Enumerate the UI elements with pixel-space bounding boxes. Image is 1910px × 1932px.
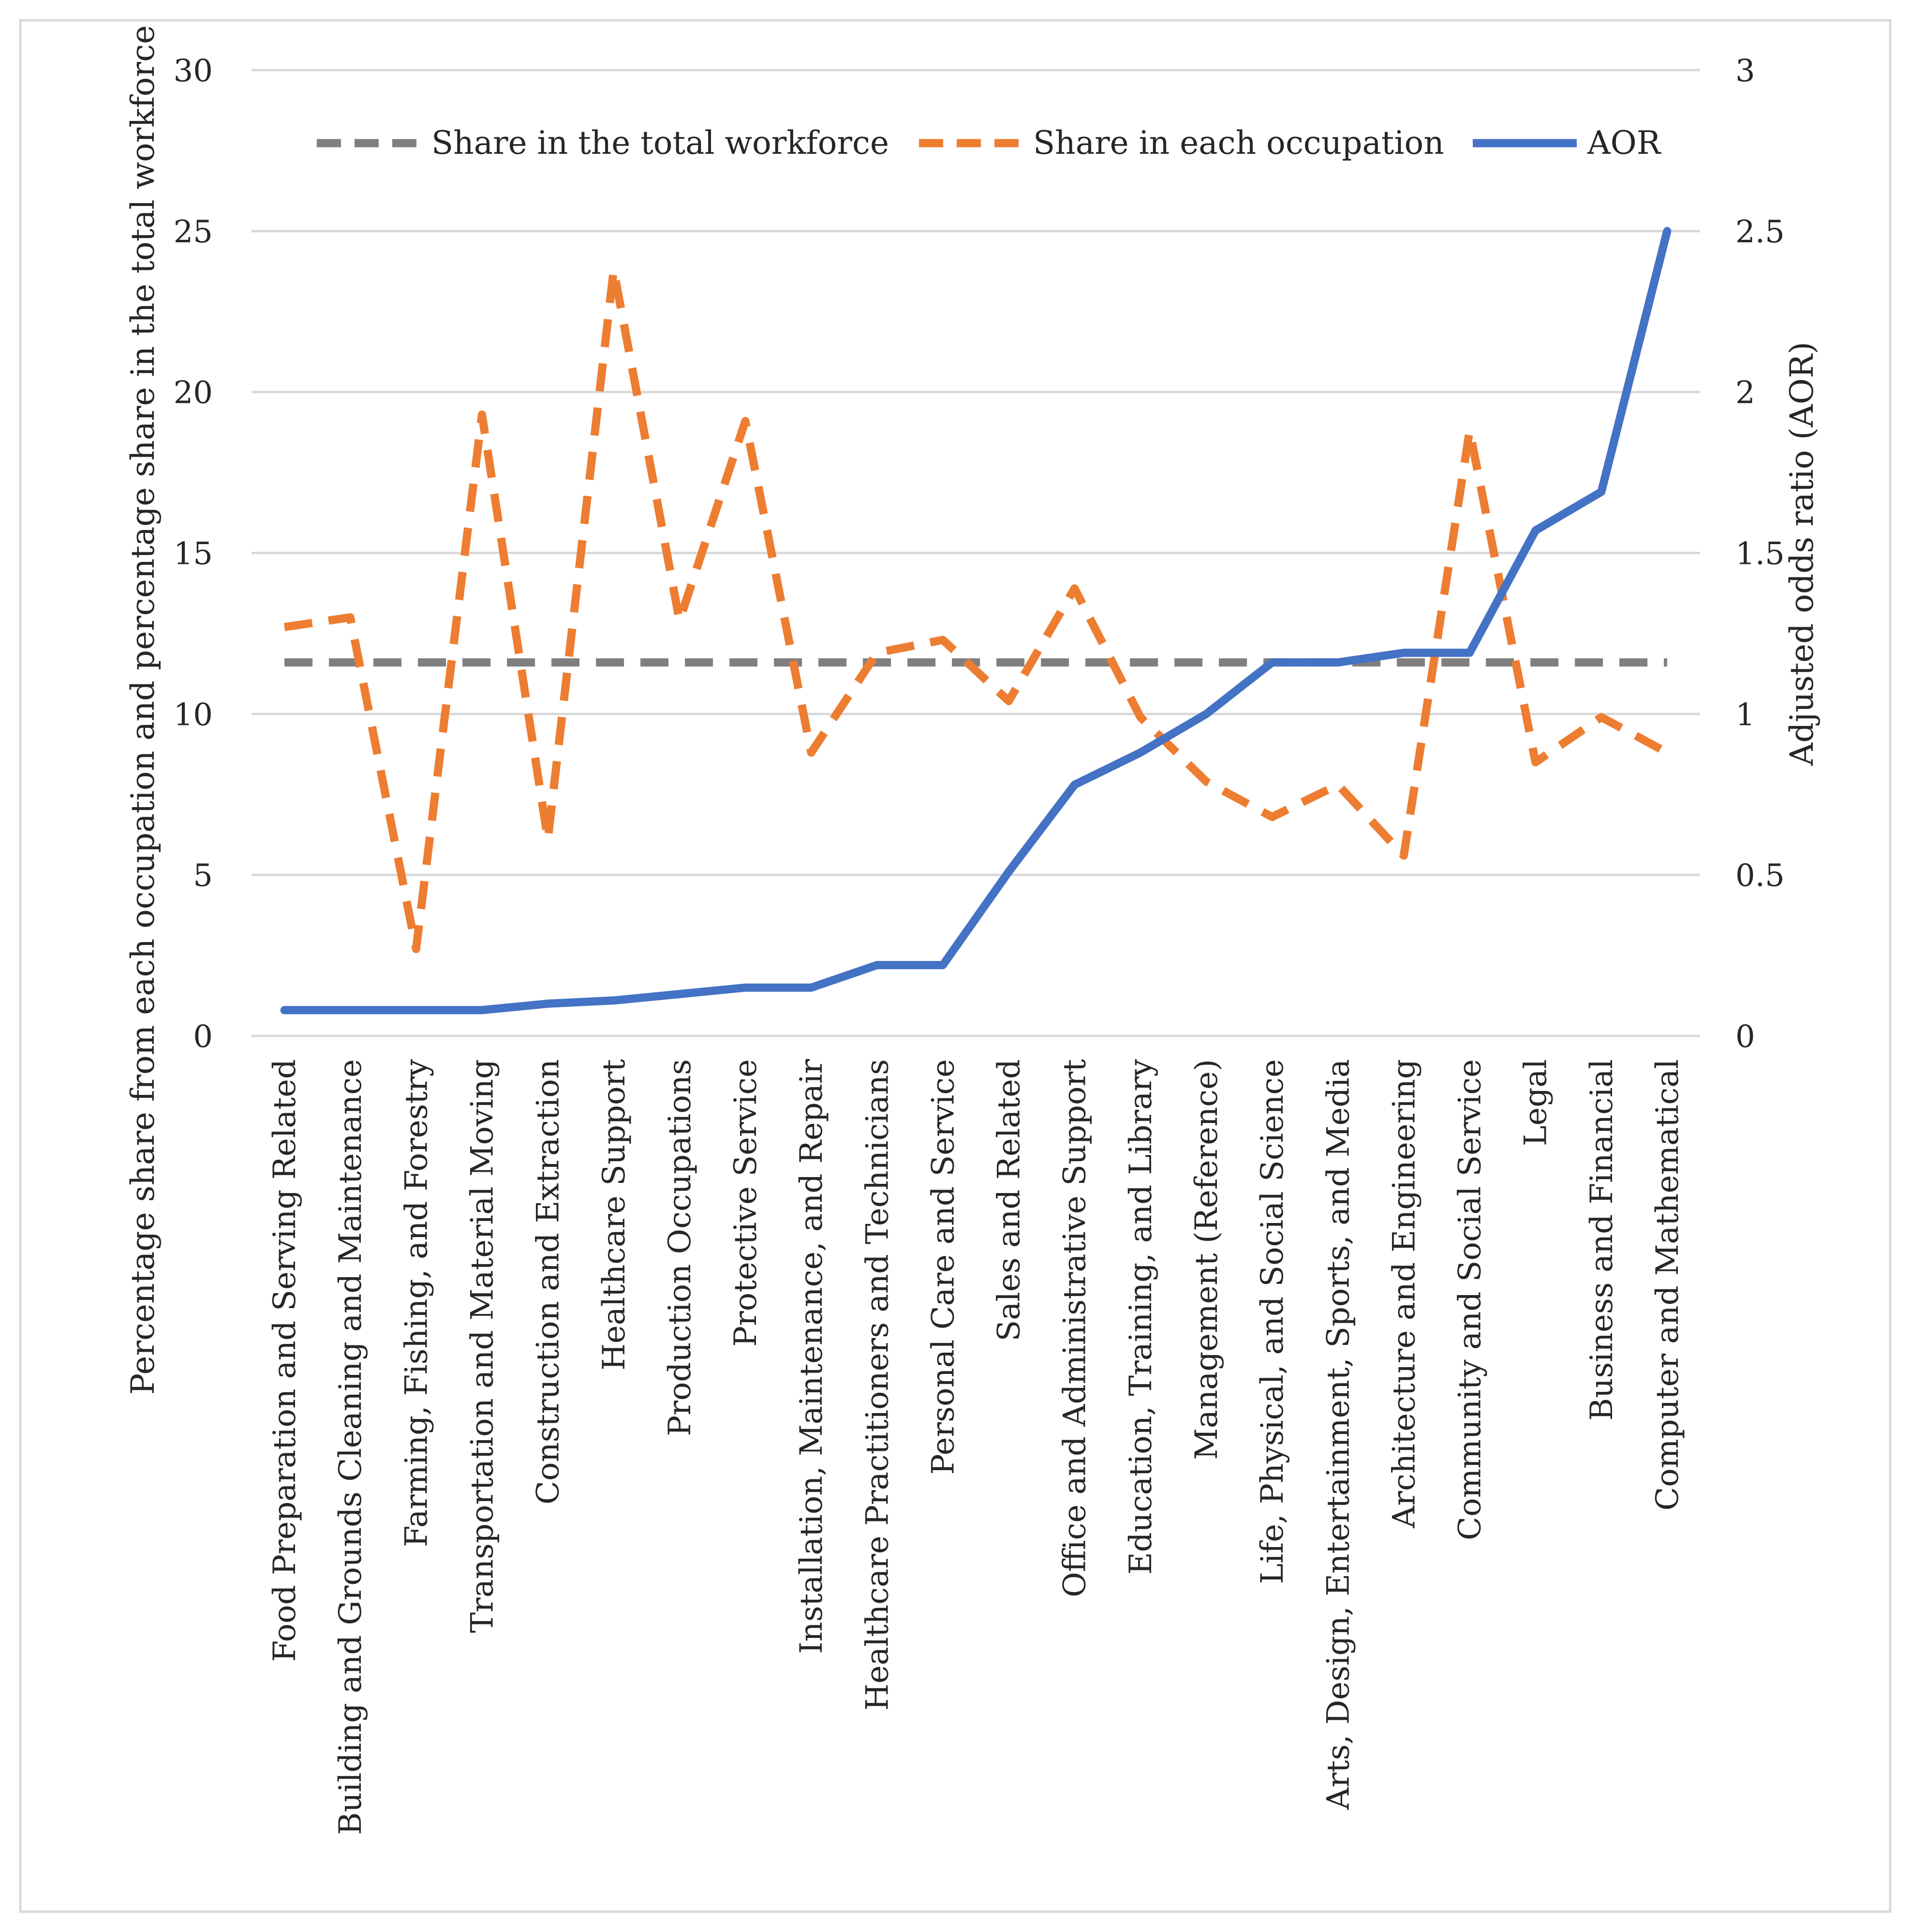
right-tick-label: 1.5 <box>1735 536 1785 572</box>
left-axis-ticks: 0 5 10 15 20 25 30 <box>174 53 213 1055</box>
category-label: Business and Financial <box>1584 1059 1620 1421</box>
series-line-share-in-each-occupation <box>283 265 1669 953</box>
category-label: Building and Grounds Cleaning and Mainte… <box>333 1059 369 1835</box>
category-label: Personal Care and Service <box>925 1059 961 1475</box>
category-label: Transportation and Material Moving <box>465 1059 501 1633</box>
category-label: Computer and Mathematical <box>1650 1059 1686 1511</box>
legend: Share in the total workforce Share in ea… <box>317 124 1662 162</box>
category-label: Architecture and Engineering <box>1386 1059 1422 1529</box>
right-tick-label: 2 <box>1735 375 1755 411</box>
category-label: Sales and Related <box>992 1059 1027 1341</box>
category-label: Legal <box>1518 1059 1554 1146</box>
category-label: Food Preparation and Serving Related <box>267 1059 303 1662</box>
right-axis-ticks: 0 0.5 1 1.5 2 2.5 3 <box>1735 53 1785 1055</box>
category-label: Protective Service <box>728 1059 764 1347</box>
left-tick-label: 0 <box>193 1019 213 1055</box>
category-labels: Food Preparation and Serving Related Buil… <box>267 1059 1686 1835</box>
category-label: Arts, Design, Entertainment, Sports, and… <box>1320 1059 1356 1810</box>
right-tick-label: 3 <box>1735 53 1755 89</box>
right-axis-title: Adjusted odds ratio (AOR) <box>1783 342 1821 767</box>
left-tick-label: 15 <box>174 536 213 572</box>
legend-label-occupation: Share in each occupation <box>1033 124 1444 162</box>
category-label: Construction and Extraction <box>531 1059 566 1504</box>
chart-frame <box>19 19 1892 1913</box>
category-label: Production Occupations <box>662 1059 698 1436</box>
category-label: Healthcare Practitioners and Technicians <box>859 1059 895 1711</box>
category-label: Community and Social Service <box>1452 1059 1488 1540</box>
left-tick-label: 20 <box>174 375 213 411</box>
left-tick-label: 25 <box>174 214 213 250</box>
category-label: Installation, Maintenance, and Repair <box>794 1059 829 1654</box>
series-layer <box>280 227 1672 1015</box>
legend-label-workforce: Share in the total workforce <box>431 124 889 162</box>
right-tick-label: 0 <box>1735 1019 1755 1055</box>
left-tick-label: 5 <box>193 858 213 894</box>
right-tick-label: 0.5 <box>1735 858 1785 894</box>
category-label: Education, Training, and Library <box>1123 1059 1159 1575</box>
category-label: Healthcare Support <box>596 1059 632 1371</box>
gridlines <box>252 69 1700 1037</box>
right-tick-label: 2.5 <box>1735 214 1785 250</box>
category-label: Farming, Fishing, and Forestry <box>399 1059 434 1547</box>
legend-label-aor: AOR <box>1587 124 1662 162</box>
category-label: Management (Reference) <box>1189 1059 1225 1460</box>
left-axis-title: Percentage share from each occupation an… <box>124 25 162 1395</box>
category-label: Life, Physical, and Social Science <box>1255 1059 1290 1584</box>
category-label: Office and Administrative Support <box>1057 1059 1093 1597</box>
right-tick-label: 1 <box>1735 697 1755 733</box>
left-tick-label: 30 <box>174 53 213 89</box>
left-tick-label: 10 <box>174 697 213 733</box>
series-line-aor <box>280 227 1672 1015</box>
